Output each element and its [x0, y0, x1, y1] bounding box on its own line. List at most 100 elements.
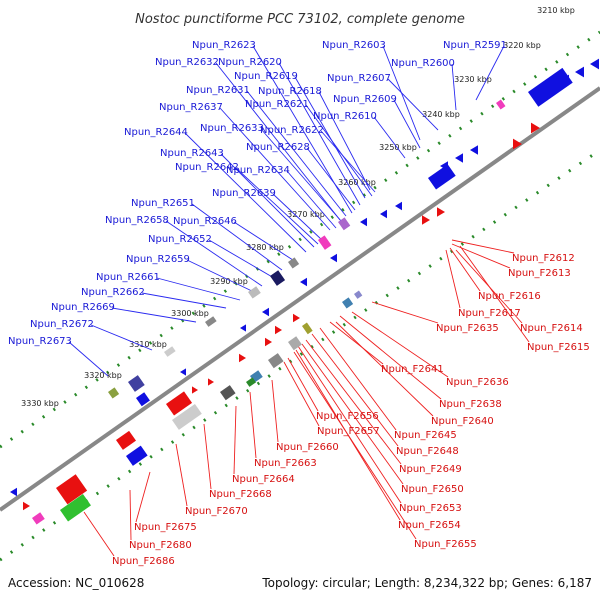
gene-box	[60, 493, 91, 522]
forward-gene-label[interactable]: Npun_F2617	[458, 308, 521, 319]
leader-line	[319, 327, 397, 431]
reverse-gene-label[interactable]: Npun_R2644	[124, 127, 188, 138]
forward-gene-label[interactable]: Npun_F2641	[381, 364, 444, 375]
leader-line	[208, 239, 275, 279]
forward-gene-label[interactable]: Npun_F2660	[276, 442, 339, 453]
forward-gene-label[interactable]: Npun_F2612	[512, 253, 575, 264]
gene-box	[270, 270, 286, 286]
forward-gene-label[interactable]: Npun_F2655	[414, 539, 477, 550]
tick-labels: 3210 kbp 3220 kbp 3230 kbp 3240 kbp 3250 kbp…	[21, 6, 575, 408]
gene-arrow	[575, 66, 584, 78]
tick-label: 3260 kbp	[338, 178, 376, 187]
tick-label: 3300 kbp	[171, 309, 209, 318]
reverse-gene-label[interactable]: Npun_R2632	[155, 57, 219, 68]
leader-line	[451, 239, 515, 254]
reverse-gene-label[interactable]: Npun_R2609	[333, 94, 397, 105]
tick-label: 3320 kbp	[84, 371, 122, 380]
reverse-gene-label[interactable]: Npun_R2639	[212, 188, 276, 199]
tick-label: 3250 kbp	[379, 143, 417, 152]
gene-box	[116, 430, 136, 450]
gene-arrow	[265, 337, 272, 347]
gene-labels: Npun_R2591 Npun_R2600 Npun_R2603 Npun_R2607…	[8, 40, 590, 567]
gene-box	[268, 353, 284, 369]
forward-gene-label[interactable]: Npun_F2645	[394, 430, 457, 441]
leader-line	[293, 351, 417, 540]
reverse-gene-label[interactable]: Npun_R2620	[218, 57, 282, 68]
forward-gene-label[interactable]: Npun_F2670	[185, 506, 248, 517]
forward-gene-label[interactable]: Npun_F2656	[316, 411, 379, 422]
reverse-gene-label[interactable]: Npun_R2610	[313, 111, 377, 122]
reverse-gene-label[interactable]: Npun_R2642	[175, 162, 239, 173]
reverse-gene-label[interactable]: Npun_R2634	[226, 165, 290, 176]
forward-gene-label[interactable]: Npun_F2638	[439, 399, 502, 410]
forward-gene-label[interactable]: Npun_F2636	[446, 377, 509, 388]
reverse-gene-label[interactable]: Npun_R2607	[327, 73, 391, 84]
gene-box	[496, 99, 506, 110]
forward-gene-label[interactable]: Npun_F2648	[396, 446, 459, 457]
leader-line	[286, 170, 337, 229]
leader-line	[135, 471, 151, 523]
forward-gene-label[interactable]: Npun_F2668	[209, 489, 272, 500]
forward-gene-label[interactable]: Npun_F2686	[112, 556, 175, 567]
gene-arrow	[455, 153, 463, 163]
forward-gene-label[interactable]: Npun_F2663	[254, 458, 317, 469]
forward-gene-label[interactable]: Npun_F2650	[401, 484, 464, 495]
leader-line	[246, 90, 347, 217]
leader-line	[320, 130, 376, 193]
reverse-gene-label[interactable]: Npun_R2631	[186, 85, 250, 96]
reverse-gene-label[interactable]: Npun_R2619	[234, 71, 298, 82]
gene-box	[248, 286, 261, 299]
reverse-gene-label[interactable]: Npun_R2669	[51, 302, 115, 313]
reverse-gene-label[interactable]: Npun_R2622	[260, 125, 324, 136]
forward-gene-label[interactable]: Npun_F2635	[436, 323, 499, 334]
gene-box	[318, 235, 332, 250]
forward-gene-label[interactable]: Npun_F2654	[398, 520, 461, 531]
forward-gene-label[interactable]: Npun_F2613	[508, 268, 571, 279]
reverse-gene-label[interactable]: Npun_R2646	[173, 216, 237, 227]
forward-gene-label[interactable]: Npun_F2664	[232, 474, 295, 485]
reverse-gene-label[interactable]: Npun_R2643	[160, 148, 224, 159]
reverse-gene-label[interactable]: Npun_R2603	[322, 40, 386, 51]
reverse-gene-label[interactable]: Npun_R2618	[258, 86, 322, 97]
reverse-gene-label[interactable]: Npun_R2637	[159, 102, 223, 113]
forward-gene-label[interactable]: Npun_F2680	[129, 540, 192, 551]
gene-arrow	[240, 324, 246, 332]
gene-box	[354, 290, 363, 299]
forward-gene-label[interactable]: Npun_F2614	[520, 323, 583, 334]
reverse-gene-label[interactable]: Npun_R2633	[200, 123, 264, 134]
reverse-gene-label[interactable]: Npun_R2600	[391, 58, 455, 69]
reverse-gene-label[interactable]: Npun_R2661	[96, 272, 160, 283]
gene-features	[10, 58, 599, 525]
reverse-gene-label[interactable]: Npun_R2652	[148, 234, 212, 245]
gene-box	[107, 387, 120, 399]
reverse-gene-label[interactable]: Npun_R2658	[105, 215, 169, 226]
reverse-gene-label[interactable]: Npun_R2623	[192, 40, 256, 51]
reverse-gene-label[interactable]: Npun_R2662	[81, 287, 145, 298]
forward-gene-label[interactable]: Npun_F2675	[134, 522, 197, 533]
leader-line	[220, 153, 315, 248]
leader-line	[68, 341, 109, 377]
reverse-gene-label[interactable]: Npun_R2659	[126, 254, 190, 265]
map-title: Nostoc punctiforme PCC 73102, complete g…	[135, 12, 465, 27]
leader-line	[283, 361, 320, 427]
forward-gene-label[interactable]: Npun_F2653	[399, 503, 462, 514]
reverse-gene-label[interactable]: Npun_R2591	[443, 40, 507, 51]
gene-arrow	[513, 138, 522, 150]
forward-gene-label[interactable]: Npun_F2649	[399, 464, 462, 475]
leader-line	[329, 321, 384, 365]
gene-box	[428, 164, 456, 190]
forward-gene-label[interactable]: Npun_F2657	[317, 426, 380, 437]
reverse-gene-label[interactable]: Npun_R2621	[245, 99, 309, 110]
leader-line	[451, 63, 457, 111]
forward-gene-label[interactable]: Npun_F2616	[478, 291, 541, 302]
forward-gene-label[interactable]: Npun_F2640	[431, 416, 494, 427]
leader-line	[305, 339, 402, 465]
leader-line	[459, 245, 530, 343]
summary-text: Topology: circular; Length: 8,234,322 bp…	[261, 576, 592, 590]
gene-box	[245, 377, 256, 387]
reverse-gene-label[interactable]: Npun_R2673	[8, 336, 72, 347]
reverse-gene-label[interactable]: Npun_R2628	[246, 142, 310, 153]
reverse-gene-label[interactable]: Npun_R2672	[30, 319, 94, 330]
forward-gene-label[interactable]: Npun_F2615	[527, 342, 590, 353]
reverse-gene-label[interactable]: Npun_R2651	[131, 198, 195, 209]
